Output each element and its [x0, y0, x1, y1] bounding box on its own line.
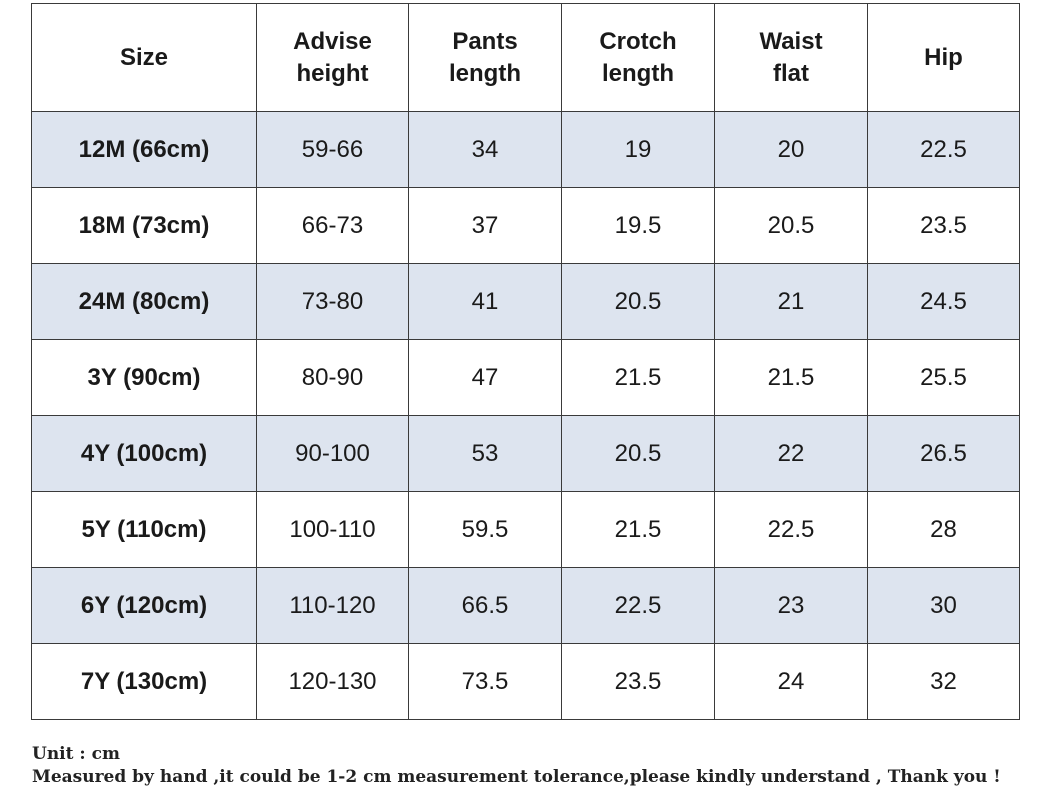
- table-row: 6Y (120cm) 110-120 66.5 22.5 23 30: [31, 567, 1020, 644]
- pants-length-cell: 41: [408, 263, 562, 340]
- crotch-length-cell: 21.5: [561, 339, 715, 416]
- crotch-length-cell: 21.5: [561, 491, 715, 568]
- advise-height-cell: 120-130: [256, 643, 409, 720]
- crotch-length-cell: 22.5: [561, 567, 715, 644]
- crotch-length-cell: 20.5: [561, 263, 715, 340]
- hip-cell: 32: [867, 643, 1020, 720]
- size-cell: 3Y (90cm): [31, 339, 257, 416]
- header-advise-height: Advise height: [256, 3, 409, 112]
- advise-height-cell: 66-73: [256, 187, 409, 264]
- waist-flat-cell: 20: [714, 111, 868, 188]
- hip-cell: 30: [867, 567, 1020, 644]
- pants-length-cell: 47: [408, 339, 562, 416]
- header-row: Size Advise height Pants length Crotch l…: [31, 3, 1020, 112]
- hip-cell: 22.5: [867, 111, 1020, 188]
- pants-length-cell: 37: [408, 187, 562, 264]
- unit-note: Unit : cm: [32, 744, 120, 764]
- header-hip-label: Hip: [924, 43, 963, 71]
- size-cell: 18M (73cm): [31, 187, 257, 264]
- header-pants-length-line2: length: [449, 59, 521, 87]
- header-hip: Hip: [867, 3, 1020, 112]
- header-waist-flat-line2: flat: [773, 59, 809, 87]
- header-waist-flat-line1: Waist: [759, 27, 823, 55]
- waist-flat-cell: 23: [714, 567, 868, 644]
- header-size: Size: [31, 3, 257, 112]
- waist-flat-cell: 22: [714, 415, 868, 492]
- table-row: 3Y (90cm) 80-90 47 21.5 21.5 25.5: [31, 339, 1020, 416]
- table-header: Size Advise height Pants length Crotch l…: [31, 3, 1020, 112]
- header-waist-flat: Waist flat: [714, 3, 868, 112]
- header-pants-length-line1: Pants: [452, 27, 518, 55]
- pants-length-cell: 59.5: [408, 491, 562, 568]
- pants-length-cell: 66.5: [408, 567, 562, 644]
- header-pants-length: Pants length: [408, 3, 562, 112]
- header-advise-height-line2: height: [296, 59, 369, 87]
- waist-flat-cell: 24: [714, 643, 868, 720]
- waist-flat-cell: 21.5: [714, 339, 868, 416]
- pants-length-cell: 34: [408, 111, 562, 188]
- size-cell: 5Y (110cm): [31, 491, 257, 568]
- header-crotch-length-line1: Crotch: [599, 27, 677, 55]
- hip-cell: 26.5: [867, 415, 1020, 492]
- tolerance-note: Measured by hand ,it could be 1-2 cm mea…: [32, 767, 1001, 787]
- advise-height-cell: 59-66: [256, 111, 409, 188]
- advise-height-cell: 100-110: [256, 491, 409, 568]
- advise-height-cell: 110-120: [256, 567, 409, 644]
- header-crotch-length: Crotch length: [561, 3, 715, 112]
- size-cell: 4Y (100cm): [31, 415, 257, 492]
- crotch-length-cell: 20.5: [561, 415, 715, 492]
- pants-length-cell: 53: [408, 415, 562, 492]
- table-row: 18M (73cm) 66-73 37 19.5 20.5 23.5: [31, 187, 1020, 264]
- pants-length-cell: 73.5: [408, 643, 562, 720]
- table-row: 12M (66cm) 59-66 34 19 20 22.5: [31, 111, 1020, 188]
- notes-block: Unit : cm Measured by hand ,it could be …: [32, 743, 1001, 789]
- hip-cell: 28: [867, 491, 1020, 568]
- hip-cell: 24.5: [867, 263, 1020, 340]
- waist-flat-cell: 21: [714, 263, 868, 340]
- table-row: 5Y (110cm) 100-110 59.5 21.5 22.5 28: [31, 491, 1020, 568]
- header-advise-height-line1: Advise: [293, 27, 372, 55]
- table-body: 12M (66cm) 59-66 34 19 20 22.5 18M (73cm…: [31, 111, 1020, 720]
- table-row: 24M (80cm) 73-80 41 20.5 21 24.5: [31, 263, 1020, 340]
- table-row: 7Y (130cm) 120-130 73.5 23.5 24 32: [31, 643, 1020, 720]
- advise-height-cell: 73-80: [256, 263, 409, 340]
- size-cell: 24M (80cm): [31, 263, 257, 340]
- size-chart-table: Size Advise height Pants length Crotch l…: [31, 3, 1020, 720]
- size-cell: 12M (66cm): [31, 111, 257, 188]
- header-size-label: Size: [119, 43, 169, 71]
- waist-flat-cell: 22.5: [714, 491, 868, 568]
- crotch-length-cell: 19.5: [561, 187, 715, 264]
- table-row: 4Y (100cm) 90-100 53 20.5 22 26.5: [31, 415, 1020, 492]
- advise-height-cell: 80-90: [256, 339, 409, 416]
- advise-height-cell: 90-100: [256, 415, 409, 492]
- waist-flat-cell: 20.5: [714, 187, 868, 264]
- size-cell: 6Y (120cm): [31, 567, 257, 644]
- crotch-length-cell: 23.5: [561, 643, 715, 720]
- hip-cell: 25.5: [867, 339, 1020, 416]
- header-crotch-length-line2: length: [602, 59, 674, 87]
- hip-cell: 23.5: [867, 187, 1020, 264]
- crotch-length-cell: 19: [561, 111, 715, 188]
- size-cell: 7Y (130cm): [31, 643, 257, 720]
